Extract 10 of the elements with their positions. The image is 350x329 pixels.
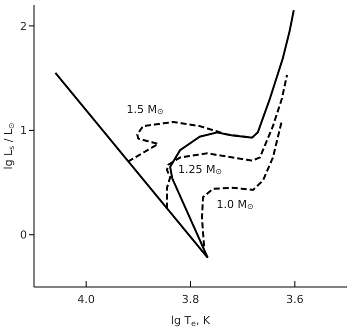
annotation: 1.0 M$_{⊙}$ bbox=[216, 198, 254, 212]
y-tick-label: 2 bbox=[20, 20, 27, 33]
x-tick-label: 3.6 bbox=[286, 292, 304, 306]
y-tick-label: 1 bbox=[20, 124, 27, 138]
x-axis-title: lg T$_{e}$, K bbox=[170, 314, 211, 328]
x-tick-label: 3.8 bbox=[182, 292, 200, 306]
annotation: 1.5 M$_{⊙}$ bbox=[126, 103, 164, 116]
y-tick-label: 0 bbox=[20, 228, 27, 242]
x-tick-label: 4.0 bbox=[77, 292, 95, 306]
annotation: 1.25 M$_{⊙}$ bbox=[178, 163, 222, 176]
